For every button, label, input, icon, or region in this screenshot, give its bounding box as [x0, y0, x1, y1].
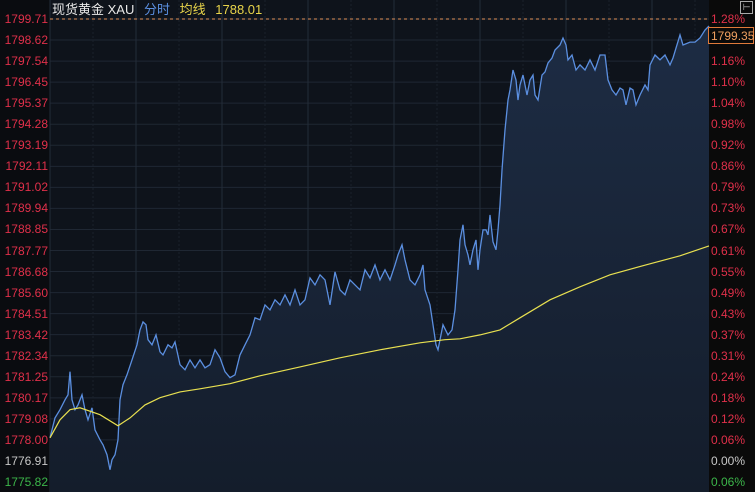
mode-tab-intraday[interactable]: 分时 [143, 2, 170, 17]
percent-tick-label: 0.61% [711, 243, 746, 258]
price-tick-label: 1796.45 [4, 75, 48, 90]
percent-tick-label: 0.55% [711, 264, 746, 279]
average-line [49, 245, 710, 439]
series-layer [49, 25, 710, 492]
percent-tick-label: 1.10% [711, 75, 746, 90]
price-tick-label: 1775.82 [4, 475, 48, 489]
percent-tick-label: 0.49% [711, 285, 746, 300]
percent-tick-label: 0.06% [711, 432, 746, 447]
percent-tick-label: 0.06% [711, 475, 746, 489]
price-tick-label: 1780.17 [4, 390, 48, 405]
current-price-label: 1799.35 [708, 27, 754, 44]
price-tick-label: 1798.62 [4, 33, 48, 48]
percent-tick-label: 0.37% [711, 327, 746, 342]
price-tick-label: 1778.00 [4, 432, 48, 447]
percent-tick-label: 0.00% [711, 453, 746, 468]
percent-tick-label: 0.73% [711, 201, 746, 216]
price-line [49, 25, 710, 470]
percent-tick-label: 0.67% [711, 222, 746, 237]
percent-tick-label: 0.92% [711, 138, 746, 153]
percent-tick-label: 0.98% [711, 117, 746, 132]
price-axis [0, 0, 50, 492]
percent-tick-label: 0.43% [711, 306, 746, 321]
instrument-name: 现货黄金 XAU [52, 2, 135, 17]
avg-line-label: 均线 [179, 2, 206, 17]
price-tick-label: 1794.28 [4, 117, 48, 132]
price-tick-label: 1793.19 [4, 138, 48, 153]
price-tick-label: 1784.51 [4, 306, 48, 321]
price-tick-label: 1789.94 [4, 201, 48, 216]
price-tick-label: 1792.11 [5, 159, 49, 174]
percent-axis [709, 0, 755, 492]
expand-panel-icon[interactable]: ⊢ [740, 1, 753, 14]
percent-tick-label: 1.04% [711, 96, 746, 111]
price-tick-label: 1797.54 [4, 54, 48, 69]
price-tick-label: 1782.34 [4, 348, 48, 363]
price-tick-label: 1791.02 [4, 180, 48, 195]
price-tick-label: 1776.91 [4, 453, 48, 468]
price-tick-label: 1795.37 [4, 96, 48, 111]
price-tick-label: 1787.77 [4, 243, 48, 258]
percent-tick-label: 1.28% [711, 12, 746, 26]
price-tick-label: 1799.71 [4, 12, 48, 26]
percent-tick-label: 0.18% [711, 390, 746, 405]
percent-tick-label: 1.16% [711, 54, 746, 69]
chart-header: 现货黄金 XAU 分时 均线 1788.01 [52, 2, 268, 18]
price-tick-label: 1783.42 [4, 327, 48, 342]
price-tick-label: 1788.85 [4, 222, 48, 237]
percent-tick-label: 0.24% [711, 369, 746, 384]
price-tick-label: 1786.68 [4, 264, 48, 279]
price-area-fill [50, 26, 709, 492]
percent-tick-label: 0.79% [711, 180, 746, 195]
price-tick-label: 1779.08 [4, 411, 48, 426]
percent-tick-label: 0.86% [711, 159, 746, 174]
percent-tick-label: 0.31% [711, 348, 746, 363]
percent-tick-label: 0.12% [711, 411, 746, 426]
avg-line-value: 1788.01 [215, 2, 263, 17]
price-tick-label: 1781.25 [4, 369, 48, 384]
price-tick-label: 1785.60 [4, 285, 48, 300]
